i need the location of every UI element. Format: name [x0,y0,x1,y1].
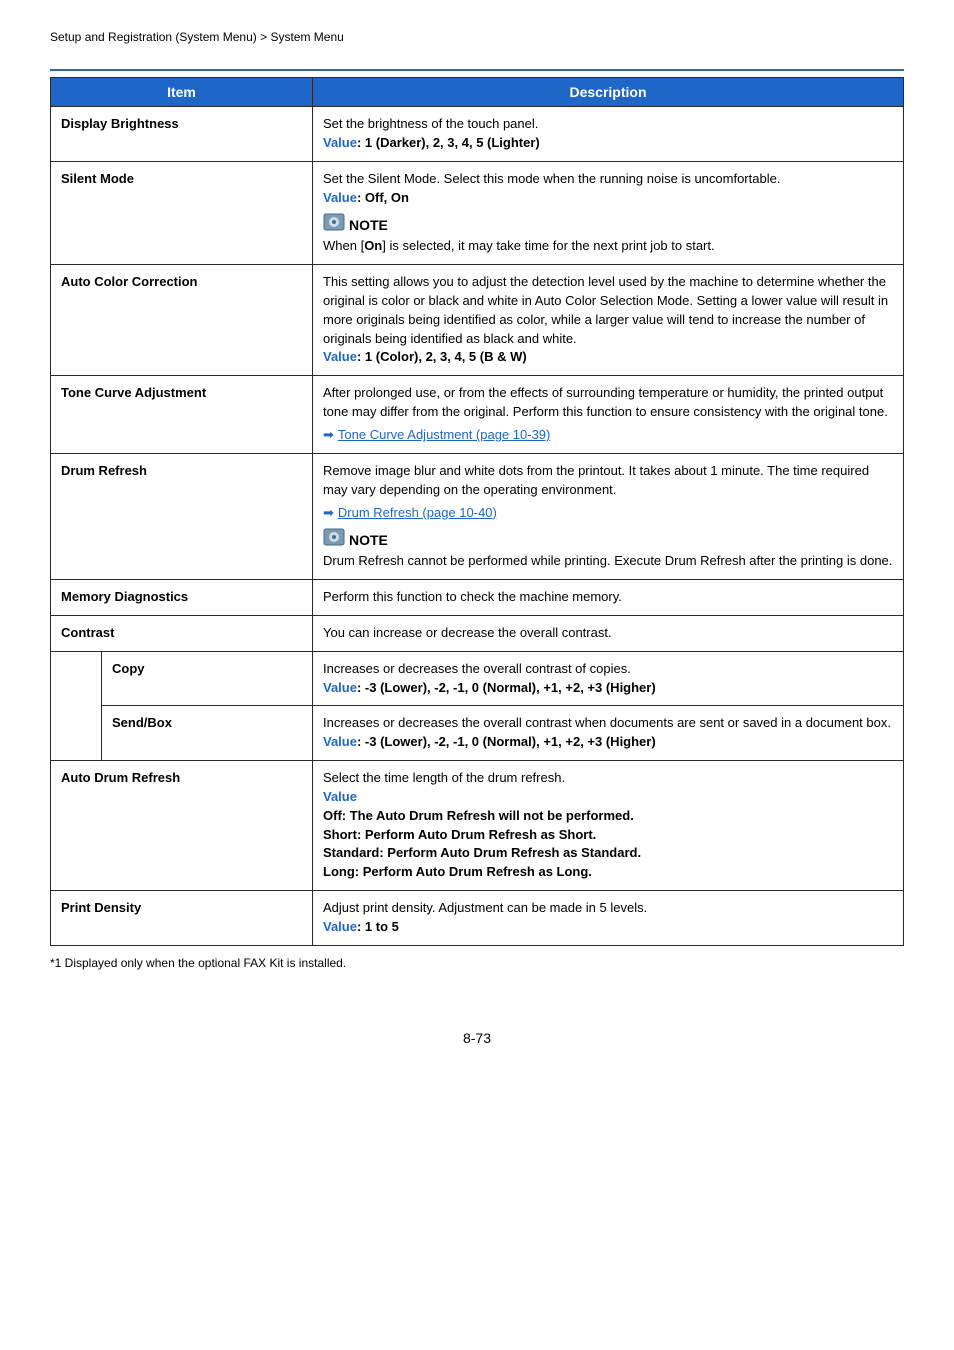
table-row: Tone Curve Adjustment After prolonged us… [51,376,904,454]
table-header-row: Item Description [51,78,904,107]
desc-text: Increases or decreases the overall contr… [323,715,891,730]
desc-text: This setting allows you to adjust the de… [323,274,888,346]
item-description: Increases or decreases the overall contr… [313,706,904,761]
item-description: Remove image blur and white dots from th… [313,453,904,579]
note-text-bold: On [364,238,382,253]
note-icon [323,528,345,552]
value-label: Value [323,734,357,749]
arrow-icon: ➡ [323,426,334,445]
note-block: NOTE [323,213,893,237]
item-description: You can increase or decrease the overall… [313,615,904,651]
item-label: Silent Mode [51,161,313,264]
link-row: ➡ Drum Refresh (page 10-40) [323,504,893,523]
item-description: This setting allows you to adjust the de… [313,265,904,376]
table-row: Silent Mode Set the Silent Mode. Select … [51,161,904,264]
note-text-post: ] is selected, it may take time for the … [382,238,714,253]
sub-item-label: Copy [102,651,313,706]
item-label: Auto Drum Refresh [51,761,313,891]
value-text: : -3 (Lower), -2, -1, 0 (Normal), +1, +2… [357,734,656,749]
item-label: Print Density [51,891,313,946]
table-row: Auto Drum Refresh Select the time length… [51,761,904,891]
value-line: Short: Perform Auto Drum Refresh as Shor… [323,827,596,842]
desc-text: After prolonged use, or from the effects… [323,385,888,419]
value-text: : 1 (Darker), 2, 3, 4, 5 (Lighter) [357,135,540,150]
item-description: Select the time length of the drum refre… [313,761,904,891]
item-label: Memory Diagnostics [51,580,313,616]
value-line: Long: Perform Auto Drum Refresh as Long. [323,864,592,879]
value-label: Value [323,349,357,364]
desc-text: Set the Silent Mode. Select this mode wh… [323,171,780,186]
item-description: Set the Silent Mode. Select this mode wh… [313,161,904,264]
sub-item-label: Send/Box [102,706,313,761]
header-divider [50,69,904,71]
desc-text: Select the time length of the drum refre… [323,770,565,785]
item-description: Increases or decreases the overall contr… [313,651,904,706]
settings-table: Item Description Display Brightness Set … [50,77,904,946]
table-row: Display Brightness Set the brightness of… [51,107,904,162]
item-label: Contrast [51,615,313,651]
table-row: Contrast You can increase or decrease th… [51,615,904,651]
note-text-pre: When [ [323,238,364,253]
table-row: Copy Increases or decreases the overall … [51,651,904,706]
item-label: Auto Color Correction [51,265,313,376]
link-tone-curve[interactable]: Tone Curve Adjustment (page 10-39) [338,427,550,442]
header-description: Description [313,78,904,107]
desc-text: Increases or decreases the overall contr… [323,661,631,676]
item-label: Display Brightness [51,107,313,162]
arrow-icon: ➡ [323,504,334,523]
note-label: NOTE [349,532,388,548]
value-label: Value [323,680,357,695]
value-text: : Off, On [357,190,409,205]
table-row: Auto Color Correction This setting allow… [51,265,904,376]
note-block: NOTE [323,528,893,552]
link-row: ➡ Tone Curve Adjustment (page 10-39) [323,426,893,445]
value-label: Value [323,789,357,804]
table-row: Memory Diagnostics Perform this function… [51,580,904,616]
sub-indent [51,651,102,760]
item-label: Drum Refresh [51,453,313,579]
note-label: NOTE [349,217,388,233]
desc-text: Set the brightness of the touch panel. [323,116,538,131]
value-text: : 1 to 5 [357,919,399,934]
desc-text: Adjust print density. Adjustment can be … [323,900,647,915]
value-label: Value [323,190,357,205]
table-row: Drum Refresh Remove image blur and white… [51,453,904,579]
value-text: : -3 (Lower), -2, -1, 0 (Normal), +1, +2… [357,680,656,695]
breadcrumb: Setup and Registration (System Menu) > S… [50,30,904,44]
page-number: 8-73 [50,1030,904,1046]
item-description: Set the brightness of the touch panel. V… [313,107,904,162]
value-text: : 1 (Color), 2, 3, 4, 5 (B & W) [357,349,527,364]
desc-text: Remove image blur and white dots from th… [323,463,869,497]
value-line: Off: The Auto Drum Refresh will not be p… [323,808,634,823]
value-label: Value [323,135,357,150]
note-icon [323,213,345,237]
item-description: After prolonged use, or from the effects… [313,376,904,454]
item-label: Tone Curve Adjustment [51,376,313,454]
table-row: Send/Box Increases or decreases the over… [51,706,904,761]
link-drum-refresh[interactable]: Drum Refresh (page 10-40) [338,505,497,520]
note-text: Drum Refresh cannot be performed while p… [323,553,892,568]
value-line: Standard: Perform Auto Drum Refresh as S… [323,845,641,860]
value-label: Value [323,919,357,934]
header-item: Item [51,78,313,107]
item-description: Perform this function to check the machi… [313,580,904,616]
table-row: Print Density Adjust print density. Adju… [51,891,904,946]
footnote: *1 Displayed only when the optional FAX … [50,956,904,970]
item-description: Adjust print density. Adjustment can be … [313,891,904,946]
